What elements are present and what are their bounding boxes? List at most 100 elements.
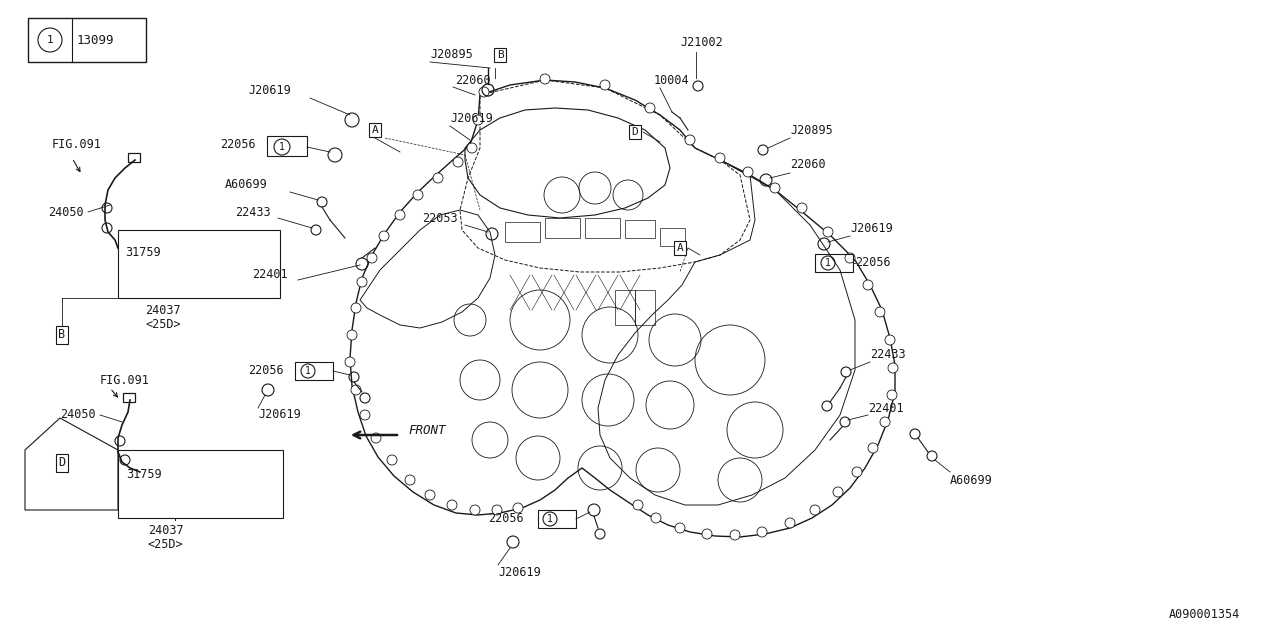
Circle shape bbox=[876, 307, 884, 317]
Bar bbox=[123, 393, 134, 402]
Circle shape bbox=[447, 500, 457, 510]
Circle shape bbox=[742, 167, 753, 177]
Circle shape bbox=[367, 253, 378, 263]
Bar bbox=[506, 222, 540, 242]
Text: D: D bbox=[59, 456, 65, 470]
Text: FIG.091: FIG.091 bbox=[100, 374, 150, 387]
Text: 1: 1 bbox=[547, 514, 553, 524]
Circle shape bbox=[433, 173, 443, 183]
Circle shape bbox=[351, 303, 361, 313]
Text: 24037: 24037 bbox=[148, 524, 183, 536]
Text: 31759: 31759 bbox=[125, 246, 160, 259]
Circle shape bbox=[453, 157, 463, 167]
Text: 24050: 24050 bbox=[49, 205, 83, 218]
Circle shape bbox=[404, 475, 415, 485]
Text: B: B bbox=[59, 328, 65, 342]
Bar bbox=[635, 290, 655, 325]
Circle shape bbox=[357, 277, 367, 287]
Bar bbox=[28, 18, 146, 62]
Circle shape bbox=[716, 153, 724, 163]
Text: J21002: J21002 bbox=[680, 35, 723, 49]
Bar bbox=[585, 218, 620, 238]
Circle shape bbox=[470, 505, 480, 515]
Text: <25D>: <25D> bbox=[148, 538, 183, 552]
Bar bbox=[128, 153, 140, 162]
Text: <25D>: <25D> bbox=[145, 319, 180, 332]
Circle shape bbox=[756, 527, 767, 537]
Circle shape bbox=[513, 503, 524, 513]
Circle shape bbox=[868, 443, 878, 453]
Circle shape bbox=[634, 500, 643, 510]
Circle shape bbox=[692, 81, 703, 91]
Circle shape bbox=[425, 490, 435, 500]
Circle shape bbox=[730, 530, 740, 540]
Circle shape bbox=[685, 135, 695, 145]
Circle shape bbox=[701, 529, 712, 539]
Text: A: A bbox=[371, 125, 379, 135]
Text: 1: 1 bbox=[305, 366, 311, 376]
Bar bbox=[660, 228, 685, 246]
Text: B: B bbox=[497, 50, 503, 60]
Circle shape bbox=[785, 518, 795, 528]
Text: 22056: 22056 bbox=[855, 255, 891, 269]
Text: A60699: A60699 bbox=[225, 179, 268, 191]
Circle shape bbox=[863, 280, 873, 290]
Circle shape bbox=[797, 203, 806, 213]
Circle shape bbox=[852, 467, 861, 477]
Circle shape bbox=[479, 87, 489, 97]
Text: J20895: J20895 bbox=[790, 124, 833, 136]
Text: 22060: 22060 bbox=[790, 159, 826, 172]
Circle shape bbox=[771, 183, 780, 193]
Text: FIG.091: FIG.091 bbox=[52, 138, 102, 152]
Circle shape bbox=[881, 417, 890, 427]
Circle shape bbox=[884, 335, 895, 345]
Text: 13099: 13099 bbox=[77, 33, 114, 47]
Bar bbox=[625, 220, 655, 238]
Text: 22401: 22401 bbox=[252, 269, 288, 282]
Circle shape bbox=[387, 455, 397, 465]
Circle shape bbox=[823, 227, 833, 237]
Text: 22056: 22056 bbox=[220, 138, 256, 152]
Text: J20619: J20619 bbox=[451, 111, 493, 125]
Circle shape bbox=[810, 505, 820, 515]
Circle shape bbox=[758, 145, 768, 155]
Circle shape bbox=[600, 80, 611, 90]
Circle shape bbox=[413, 190, 422, 200]
Bar bbox=[614, 290, 635, 325]
Circle shape bbox=[887, 390, 897, 400]
Bar bbox=[545, 218, 580, 238]
Text: 1: 1 bbox=[279, 142, 285, 152]
Bar bbox=[538, 510, 576, 528]
Bar bbox=[118, 230, 280, 298]
Circle shape bbox=[379, 231, 389, 241]
Circle shape bbox=[351, 385, 361, 395]
Text: J20619: J20619 bbox=[248, 83, 291, 97]
Text: J20895: J20895 bbox=[430, 49, 472, 61]
Circle shape bbox=[540, 74, 550, 84]
Bar bbox=[294, 362, 333, 380]
Text: 22056: 22056 bbox=[248, 364, 284, 376]
Text: D: D bbox=[631, 127, 639, 137]
Text: 10004: 10004 bbox=[654, 74, 690, 86]
Text: A090001354: A090001354 bbox=[1169, 609, 1240, 621]
Circle shape bbox=[371, 433, 381, 443]
Circle shape bbox=[845, 253, 855, 263]
Text: 1: 1 bbox=[46, 35, 54, 45]
Circle shape bbox=[492, 505, 502, 515]
Text: J20619: J20619 bbox=[259, 408, 301, 422]
Circle shape bbox=[347, 330, 357, 340]
Text: 24037: 24037 bbox=[145, 303, 180, 317]
Text: 24050: 24050 bbox=[60, 408, 96, 422]
Text: 22053: 22053 bbox=[422, 211, 458, 225]
Circle shape bbox=[467, 143, 477, 153]
Circle shape bbox=[675, 523, 685, 533]
Circle shape bbox=[346, 357, 355, 367]
Circle shape bbox=[360, 410, 370, 420]
Bar bbox=[268, 136, 307, 156]
Circle shape bbox=[652, 513, 660, 523]
Circle shape bbox=[396, 210, 404, 220]
Circle shape bbox=[888, 363, 899, 373]
Text: 22433: 22433 bbox=[870, 349, 906, 362]
Text: 22060: 22060 bbox=[454, 74, 490, 86]
Text: 31759: 31759 bbox=[125, 468, 161, 481]
